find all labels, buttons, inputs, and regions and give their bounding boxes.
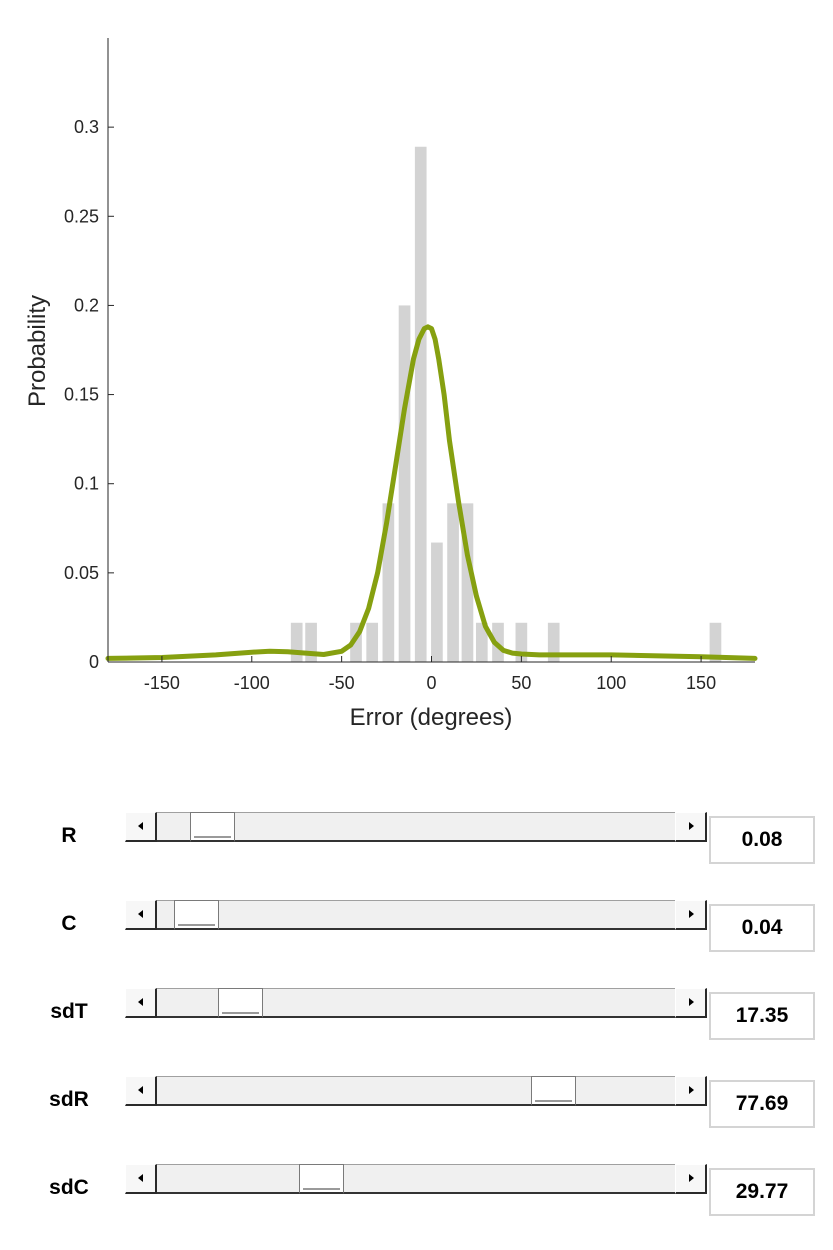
y-tick-label: 0.1 <box>74 474 99 494</box>
slider-thumb[interactable] <box>173 900 219 930</box>
param-row-c: C 0.04 <box>0 900 833 960</box>
slider-thumb[interactable] <box>218 988 264 1018</box>
param-value-field[interactable]: 77.69 <box>709 1080 815 1128</box>
histogram-bar <box>350 622 362 662</box>
param-label: R <box>61 824 77 847</box>
x-tick-label: 50 <box>511 673 531 693</box>
y-tick-label: 0.2 <box>74 295 99 315</box>
param-value-field[interactable]: 0.08 <box>709 816 815 864</box>
x-tick-label: 0 <box>426 673 436 693</box>
param-label: sdC <box>49 1176 89 1199</box>
y-tick-label: 0 <box>89 652 99 672</box>
histogram-bar <box>398 305 411 662</box>
slider-track[interactable] <box>157 812 675 842</box>
histogram-bar <box>290 622 303 662</box>
histogram-bar <box>709 622 722 662</box>
axes: -150 -100 -50 0 50 100 150 0 0.05 0.1 0.15 0.2 0.25 0… <box>64 38 755 693</box>
slider-thumb[interactable] <box>530 1076 576 1106</box>
x-tick-label: -100 <box>234 673 270 693</box>
histogram-bar <box>414 146 427 663</box>
slider-increment-button[interactable] <box>675 988 707 1018</box>
slider-decrement-button[interactable] <box>125 900 157 930</box>
y-tick-label: 0.25 <box>64 206 99 226</box>
slider-thumb[interactable] <box>190 812 236 842</box>
slider-decrement-button[interactable] <box>125 812 157 842</box>
slider-increment-button[interactable] <box>675 1164 707 1194</box>
histogram-bar <box>461 503 474 662</box>
histogram-bar <box>305 622 317 662</box>
slider-track[interactable] <box>157 988 675 1018</box>
x-tick-label: 100 <box>596 673 626 693</box>
slider-decrement-button[interactable] <box>125 988 157 1018</box>
slider-decrement-button[interactable] <box>125 1164 157 1194</box>
param-row-sdt: sdT 17.35 <box>0 988 833 1048</box>
param-value-field[interactable]: 0.04 <box>709 904 815 952</box>
slider-decrement-button[interactable] <box>125 1076 157 1106</box>
slider-increment-button[interactable] <box>675 812 707 842</box>
param-slider-sdr[interactable] <box>125 1076 707 1106</box>
arrow-right-icon <box>689 1086 694 1094</box>
param-label: sdT <box>50 1000 88 1023</box>
arrow-left-icon <box>138 998 143 1006</box>
param-label: C <box>61 912 77 935</box>
arrow-left-icon <box>138 822 143 830</box>
histogram-bar <box>431 542 443 662</box>
arrow-right-icon <box>689 998 694 1006</box>
slider-thumb[interactable] <box>298 1164 344 1194</box>
histogram-bar <box>447 503 459 662</box>
arrow-right-icon <box>689 910 694 918</box>
slider-track[interactable] <box>157 1076 675 1106</box>
slider-track[interactable] <box>157 1164 675 1194</box>
param-value-field[interactable]: 17.35 <box>709 992 815 1040</box>
x-tick-label: 150 <box>686 673 716 693</box>
param-slider-sdc[interactable] <box>125 1164 707 1194</box>
param-label: sdR <box>49 1088 89 1111</box>
arrow-left-icon <box>138 910 143 918</box>
slider-increment-button[interactable] <box>675 900 707 930</box>
arrow-left-icon <box>138 1086 143 1094</box>
y-tick-label: 0.3 <box>74 117 99 137</box>
param-slider-c[interactable] <box>125 900 707 930</box>
param-slider-r[interactable] <box>125 812 707 842</box>
arrow-right-icon <box>689 1174 694 1182</box>
fit-curve-line <box>105 324 758 661</box>
histogram-bar <box>515 622 528 662</box>
param-row-r: R 0.08 <box>0 812 833 872</box>
param-row-sdc: sdC 29.77 <box>0 1164 833 1224</box>
param-slider-sdt[interactable] <box>125 988 707 1018</box>
histogram-bar <box>382 503 395 662</box>
x-tick-label: -50 <box>329 673 355 693</box>
y-tick-label: 0.15 <box>64 385 99 405</box>
arrow-left-icon <box>138 1174 143 1182</box>
slider-track[interactable] <box>157 900 675 930</box>
histogram-bar <box>366 622 379 662</box>
slider-increment-button[interactable] <box>675 1076 707 1106</box>
histogram-bar <box>547 622 560 662</box>
histogram-bars <box>290 146 722 663</box>
y-axis-title: Probability <box>24 295 51 407</box>
histogram-bar <box>475 622 488 662</box>
fit-curve-group <box>105 324 758 661</box>
arrow-right-icon <box>689 822 694 830</box>
probability-chart: -150 -100 -50 0 50 100 150 0 0.05 0.1 0.15 0.2 0.25 0… <box>24 38 758 731</box>
x-axis-title: Error (degrees) <box>350 704 513 731</box>
param-value-field[interactable]: 29.77 <box>709 1168 815 1216</box>
param-row-sdr: sdR 77.69 <box>0 1076 833 1136</box>
x-tick-label: -150 <box>144 673 180 693</box>
y-tick-label: 0.05 <box>64 563 99 583</box>
